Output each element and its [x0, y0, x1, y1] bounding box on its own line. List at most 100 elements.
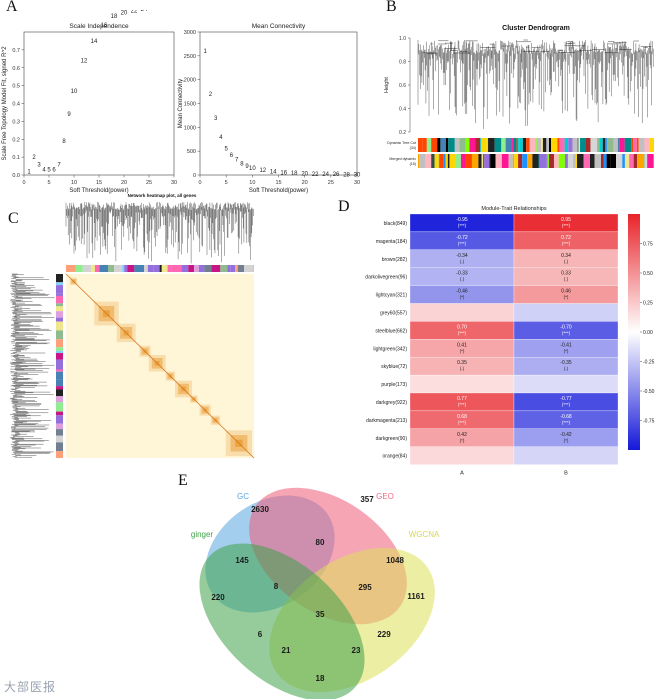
module-color-segment — [431, 138, 438, 152]
watermark: 大部医报 — [4, 680, 57, 694]
data-point: 12 — [81, 59, 88, 65]
module-strip-left — [56, 389, 63, 397]
module-color-segment — [484, 154, 490, 168]
module-color-segment — [478, 154, 482, 168]
module-strip-top — [227, 265, 231, 272]
module-color-segment — [546, 154, 548, 168]
heatmap-cell — [409, 374, 515, 394]
data-point: 2 — [209, 92, 213, 98]
cell-significance: (***) — [562, 223, 571, 228]
cell-significance: (.) — [460, 277, 465, 282]
module-strip-top — [220, 265, 228, 272]
color-row-label: (34) — [410, 146, 416, 150]
module-color-segment — [644, 154, 648, 168]
heatmap-cell — [513, 374, 619, 394]
panel-letter-e: E — [178, 472, 188, 489]
module-color-segment — [513, 138, 517, 152]
module-color-segment — [434, 154, 438, 168]
module-color-segment — [459, 138, 466, 152]
cell-significance: (*) — [460, 438, 465, 443]
cell-significance: (.) — [460, 259, 465, 264]
module-color-segment — [567, 154, 573, 168]
cell-significance: (.) — [460, 366, 465, 371]
data-point: 3 — [214, 116, 218, 122]
module-strip-left — [56, 379, 63, 387]
cell-value: -0.33 — [456, 271, 468, 277]
plot-title: Mean Connectivity — [252, 23, 306, 30]
row-label: magenta(184) — [376, 239, 407, 245]
heatmap-title: Module-Trait Relationships — [481, 206, 546, 212]
row-label: black(849) — [384, 221, 408, 227]
data-point: 22 — [312, 172, 319, 178]
module-strip-left — [56, 282, 63, 286]
data-point: 22 — [131, 10, 138, 15]
x-tick-label: 20 — [302, 180, 308, 186]
x-tick-label: 0 — [198, 180, 201, 186]
data-point: 5 — [224, 146, 228, 152]
module-strip-left — [56, 386, 63, 390]
module-color-segment — [542, 138, 547, 152]
module-color-segment — [590, 138, 598, 152]
data-point: 6 — [52, 168, 56, 174]
data-point: 2 — [32, 155, 36, 161]
module-strip-left — [56, 442, 63, 452]
cell-value: -0.41 — [560, 342, 572, 348]
cell-value: -0.35 — [560, 360, 572, 366]
data-point: 10 — [71, 89, 78, 95]
cell-significance: (*) — [564, 438, 569, 443]
row-label: darkmagenta(213) — [366, 418, 407, 424]
module-color-segment — [575, 154, 577, 168]
cell-value: -0.70 — [560, 324, 572, 330]
cell-significance: (.) — [564, 259, 569, 264]
cell-significance: (***) — [562, 241, 571, 246]
venn-set-label: GEO — [376, 492, 394, 501]
network-heatmap-figure: Network heatmap plot, all genes — [10, 193, 255, 459]
module-color-segment — [488, 138, 495, 152]
venn-set-label: WGCNA — [409, 530, 440, 539]
module-color-segment — [501, 138, 506, 152]
x-axis-label: Soft Threshold(power) — [249, 188, 308, 194]
y-tick-label: 0 — [193, 173, 196, 179]
x-tick-label: 10 — [249, 180, 255, 186]
module-color-segment — [438, 154, 440, 168]
venn-region-count: 23 — [352, 646, 361, 655]
heatmap-diagonal — [65, 273, 255, 459]
cell-significance: (*) — [564, 348, 569, 353]
module-color-segment — [549, 138, 552, 152]
module-strip-left — [56, 402, 63, 412]
module-color-segment — [465, 138, 470, 152]
y-tick-label: 0.6 — [12, 66, 20, 72]
module-color-segment — [529, 138, 536, 152]
module-color-segment — [418, 154, 420, 168]
cell-significance: (***) — [562, 330, 571, 335]
data-point: 7 — [57, 162, 61, 168]
data-point: 8 — [62, 139, 66, 145]
y-tick-label: 0.5 — [12, 84, 20, 90]
row-label: skyblue(72) — [381, 364, 407, 370]
cell-significance: (***) — [458, 330, 467, 335]
panel-letter-b: B — [386, 0, 397, 15]
module-strip-left — [56, 429, 63, 436]
module-color-segment — [636, 138, 639, 152]
dendrogram-title: Cluster Dendrogram — [502, 25, 570, 32]
heatmap-cell — [409, 446, 515, 465]
module-color-segment — [522, 154, 528, 168]
y-axis-label: Height — [384, 77, 390, 93]
module-color-segment — [624, 138, 632, 152]
data-point: 24 — [141, 10, 148, 13]
cell-significance: (***) — [562, 402, 571, 407]
module-color-segment — [606, 138, 614, 152]
color-row-label: (15) — [410, 162, 416, 166]
module-color-segment — [419, 154, 426, 168]
module-strip-left — [56, 347, 63, 351]
cell-significance: (***) — [562, 420, 571, 425]
module-color-segment — [475, 138, 481, 152]
module-color-segment — [440, 138, 446, 152]
heatmap-cell — [513, 303, 619, 322]
cell-value: 0.41 — [457, 342, 467, 348]
cell-value: -0.42 — [560, 432, 572, 438]
module-color-segment — [619, 138, 625, 152]
cell-significance: (***) — [458, 223, 467, 228]
network-heatmap: Network heatmap plot, all genes — [10, 193, 255, 459]
